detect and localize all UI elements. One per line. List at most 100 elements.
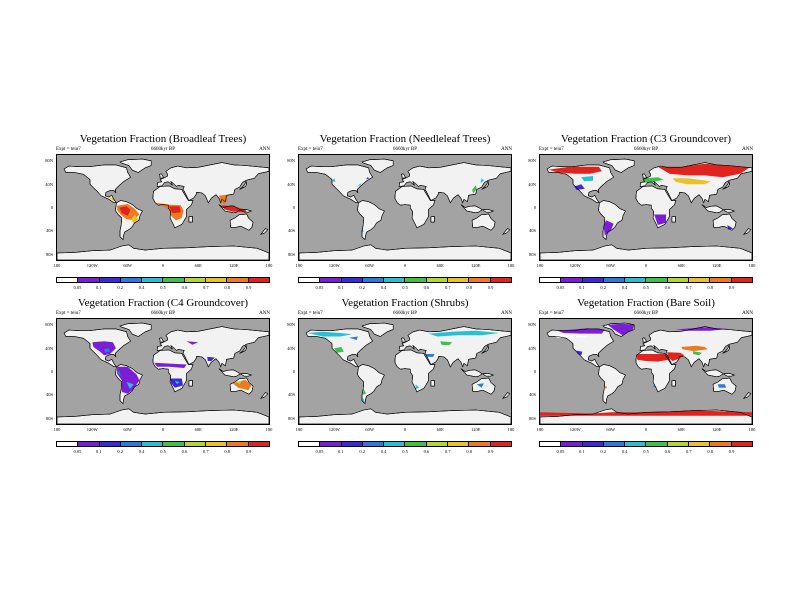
coastline-greenland — [602, 322, 635, 337]
coastline-eurasia — [156, 162, 269, 204]
colorbar-label: 0.5 — [643, 285, 649, 290]
colorbar-swatch — [99, 442, 121, 446]
coastline-britain — [159, 337, 165, 343]
coastline-australia — [471, 377, 496, 395]
colorbar-label: 0.5 — [643, 449, 649, 454]
lon-axis: 180 120W 60W 0 60E 120E 180 — [537, 263, 756, 271]
colorbar-labels: 0.05 0.1 0.2 0.4 0.5 0.6 0.7 0.8 0.9 — [56, 285, 270, 291]
veg-patch — [117, 370, 121, 377]
colorbar-label: 0.7 — [202, 285, 209, 290]
colorbar-swatch — [362, 442, 385, 446]
lon-tick-label: 60E — [194, 263, 202, 268]
coastline-eurasia — [639, 326, 752, 368]
lon-tick-label: 60W — [606, 263, 616, 268]
season-label: ANN — [501, 147, 512, 152]
lat-tick-label: 80S — [528, 415, 536, 421]
colorbar-swatch — [448, 442, 470, 446]
colorbar-swatch — [320, 278, 342, 282]
colorbar-swatch — [469, 442, 491, 446]
coastline-britain — [642, 173, 648, 179]
colorbar-swatch — [689, 278, 711, 282]
colorbar-swatch — [731, 442, 752, 446]
colorbar-swatch — [582, 278, 604, 282]
veg-patch — [117, 366, 140, 394]
colorbar-swatch — [299, 278, 321, 282]
colorbar-label: 0.9 — [487, 449, 494, 454]
panel-title: Vegetation Fraction (Needleleaf Trees) — [319, 133, 491, 145]
lat-tick-label: 40S — [287, 392, 295, 398]
land-madagascar — [671, 380, 676, 387]
lat-tick-label: 80N — [287, 322, 295, 328]
veg-patch — [472, 185, 477, 194]
veg-patch — [349, 336, 358, 340]
colorbar-label: 0.4 — [380, 285, 387, 290]
lon-tick-label: 120W — [86, 263, 98, 268]
lat-tick-label: 40N — [287, 345, 295, 351]
lon-tick-label: 180 — [265, 427, 273, 432]
coastline-nz — [742, 392, 752, 399]
land-madagascar — [671, 216, 676, 223]
veg-patch — [207, 356, 215, 361]
colorbar-swatch — [206, 278, 228, 282]
lon-tick-label: 120E — [711, 427, 722, 432]
colorbar-labels: 0.05 0.1 0.2 0.4 0.5 0.6 0.7 0.8 0.9 — [539, 285, 753, 291]
lat-tick-label: 40S — [45, 392, 53, 398]
colorbar-swatch — [78, 442, 100, 446]
lon-tick-label: 0 — [644, 263, 648, 268]
colorbar-label: 0.8 — [466, 449, 472, 454]
veg-patch — [667, 352, 685, 361]
map-panel-shrubs: Vegetation Fraction (Shrubs) Expt = teiu7… — [287, 297, 532, 469]
lon-tick-label: 0 — [403, 263, 407, 268]
lon-tick-label: 120W — [569, 427, 581, 432]
coastline-africa — [152, 185, 194, 229]
land-madagascar — [430, 216, 435, 223]
season-label: ANN — [501, 311, 512, 316]
colorbar-label: 0.5 — [160, 449, 166, 454]
coastline-samerica — [114, 364, 143, 405]
lon-tick-label: 60W — [606, 427, 616, 432]
lon-tick-label: 180 — [536, 427, 544, 432]
lon-tick-label: 180 — [295, 263, 303, 268]
map-frame — [56, 318, 270, 425]
colorbar-label: 0.2 — [117, 449, 123, 454]
colorbar-swatch — [163, 442, 185, 446]
veg-patch — [236, 380, 242, 385]
coastline-madagascar — [671, 379, 676, 387]
colorbar-swatch — [710, 278, 732, 282]
lat-tick-label: 80S — [45, 415, 53, 421]
lat-tick-label: 40N — [45, 181, 53, 187]
lon-axis: 180 120W 60W 0 60E 120E 180 — [295, 263, 515, 271]
veg-patch — [425, 354, 435, 357]
colorbar-swatch — [731, 278, 752, 282]
coastline-eurasia — [398, 326, 511, 368]
colorbar-swatch — [603, 278, 626, 282]
coastline-greenland — [361, 158, 394, 173]
lat-tick-label: 40S — [287, 228, 295, 234]
coastline-indonesia — [218, 368, 253, 378]
veg-patch — [119, 206, 131, 216]
colorbar-swatch — [667, 278, 690, 282]
lon-axis: 180 120W 60W 0 60E 120E 180 — [54, 427, 273, 435]
coastline-australia — [712, 377, 737, 395]
coastline-eurasia — [398, 162, 511, 204]
colorbar-swatch — [57, 278, 79, 282]
map-frame — [539, 318, 753, 425]
experiment-label: Expt = teiu7 — [56, 311, 81, 316]
colorbar-label: 0.4 — [380, 449, 387, 454]
colorbar-label: 0.6 — [664, 285, 671, 290]
experiment-label: Expt = teiu7 — [539, 311, 564, 316]
coastline-antarctica — [540, 408, 752, 424]
season-label: ANN — [742, 147, 753, 152]
coastline-greenland — [602, 158, 635, 173]
colorbar-label: 0.4 — [138, 449, 145, 454]
veg-patch — [693, 351, 702, 356]
colorbar-swatch — [561, 278, 583, 282]
map-panel-bare: Vegetation Fraction (Bare Soil) Expt = te… — [528, 297, 773, 469]
veg-patch — [717, 384, 727, 388]
veg-patch — [104, 348, 110, 353]
season-label: ANN — [259, 147, 270, 152]
lon-tick-label: 180 — [507, 263, 515, 268]
lat-tick-label: 80S — [287, 415, 295, 421]
coastline-australia — [229, 213, 254, 231]
coastline-antarctica — [299, 244, 511, 260]
